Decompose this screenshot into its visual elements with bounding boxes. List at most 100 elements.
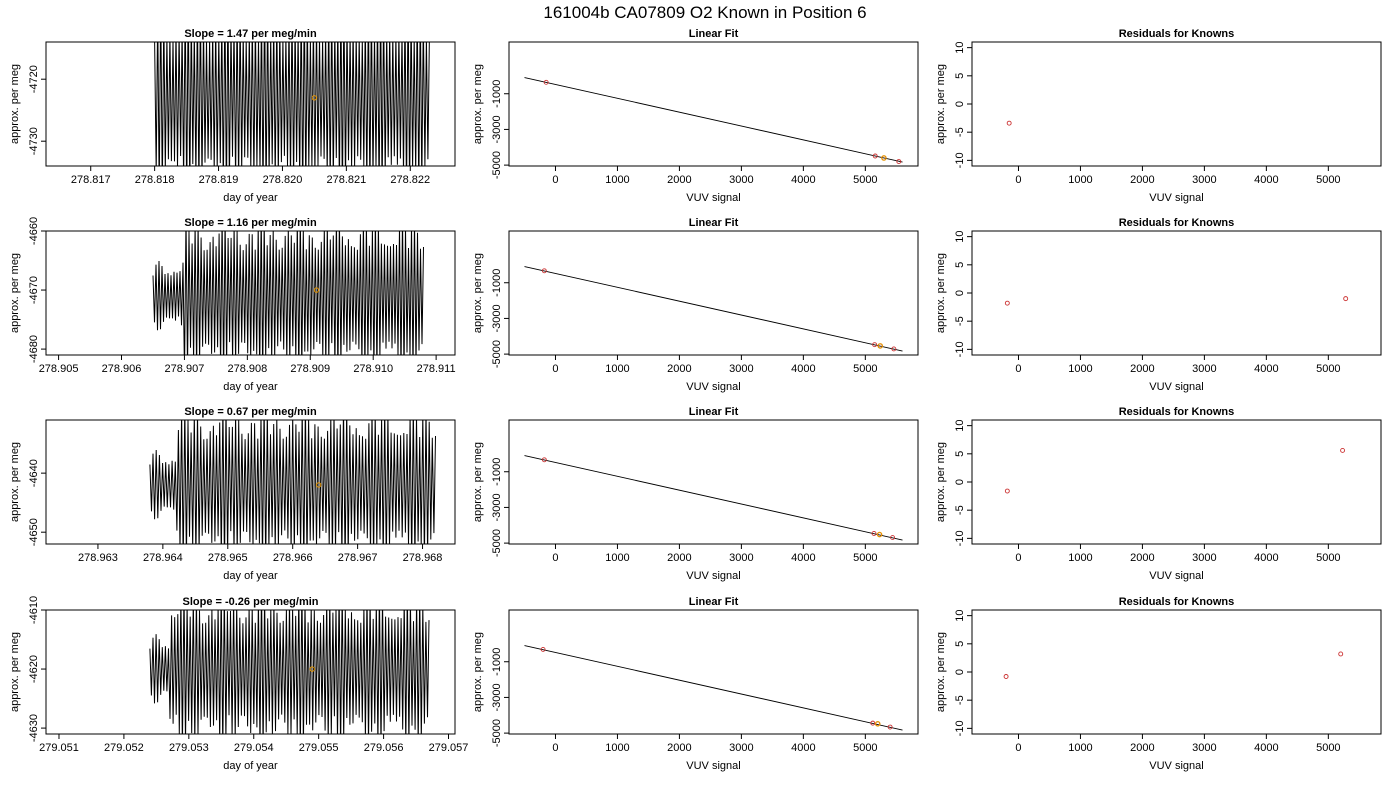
row3-linearfit-xlabel: VUV signal — [686, 570, 740, 582]
row3-timeseries-ylabel: approx. per meg — [9, 442, 21, 522]
row4-residuals-xlabel: VUV signal — [1149, 760, 1203, 772]
row2-linearfit-fit-line — [524, 266, 903, 352]
row3-linearfit-xtick-label: 5000 — [853, 552, 877, 564]
row4-timeseries-plot-area — [149, 610, 430, 734]
row1-linearfit-xtick-label: 1000 — [605, 174, 629, 186]
row2-residuals-frame — [971, 230, 1382, 356]
row4-linearfit-plot-area — [524, 645, 903, 731]
row2-linearfit-xtick-label: 1000 — [605, 363, 629, 375]
row4-linearfit-xtick-label: 2000 — [667, 742, 691, 754]
row1-timeseries-xtick-label: 278.817 — [71, 174, 111, 186]
row4-residuals-ytick-label: 10 — [954, 610, 966, 622]
row4-linearfit-xtick-label: 1000 — [605, 742, 629, 754]
row1-linearfit-ytick-label: -1000 — [491, 80, 503, 108]
row2-linearfit-frame — [508, 230, 919, 356]
row2-linearfit-ylabel: approx. per meg — [472, 253, 484, 333]
row1-residuals-ytick-label: -10 — [954, 152, 966, 168]
row3-linearfit-known-point — [890, 535, 896, 541]
row1-timeseries-panel: Slope = 1.47 per meg/min 278.817 278.818 27… — [9, 28, 456, 204]
row4-residuals-xtick-label: 5000 — [1316, 742, 1340, 754]
row4-timeseries-title: Slope = -0.26 per meg/min — [182, 596, 318, 608]
row2-timeseries-xtick-label: 278.910 — [353, 363, 393, 375]
row4-residuals-xtick-label: 0 — [1015, 742, 1021, 754]
row3-linearfit-ytick-label: -5000 — [491, 529, 503, 557]
row3-linearfit-title: Linear Fit — [689, 406, 739, 418]
row3-timeseries-title: Slope = 0.67 per meg/min — [184, 406, 317, 418]
row4-linearfit-fit-line — [524, 645, 903, 731]
row2-residuals-ytick-label: -5 — [954, 316, 966, 326]
row2-residuals-title: Residuals for Knowns — [1119, 217, 1235, 229]
row3-timeseries-ytick-label: -4640 — [28, 459, 40, 487]
row1-timeseries-xtick-label: 278.820 — [263, 174, 303, 186]
row3-residuals-residual-point — [1004, 488, 1010, 494]
row3-residuals-xtick-label: 4000 — [1254, 552, 1278, 564]
row3-linearfit-xtick-label: 4000 — [791, 552, 815, 564]
row1-linearfit-known-point — [872, 153, 878, 159]
row3-linearfit-ytick-label: -1000 — [491, 458, 503, 486]
row3-residuals-title: Residuals for Knowns — [1119, 406, 1235, 418]
row4-linearfit-panel: Linear Fit 0 1000 2000 3000 4000 5000 -5000 -300… — [472, 596, 919, 772]
row1-linearfit-xtick-label: 4000 — [791, 174, 815, 186]
row3-linearfit-xtick-label: 3000 — [729, 552, 753, 564]
row4-linearfit-ytick-label: -3000 — [491, 683, 503, 711]
row3-timeseries-xtick-label: 278.965 — [208, 552, 248, 564]
row1-residuals-xtick-label: 4000 — [1254, 174, 1278, 186]
row2-linearfit-known-point — [872, 342, 878, 348]
row3-residuals-panel: Residuals for Knowns 0 1000 2000 3000 4000 500… — [935, 406, 1382, 582]
row2-linearfit-xtick-label: 0 — [552, 363, 558, 375]
row2-linearfit-fit-point — [877, 343, 883, 349]
row2-timeseries-frame — [45, 230, 456, 356]
row4-residuals-xtick-label: 1000 — [1068, 742, 1092, 754]
row3-residuals-ytick-label: -5 — [954, 505, 966, 515]
row3-linearfit-known-point — [541, 457, 547, 463]
row3-timeseries-xtick-label: 278.967 — [338, 552, 378, 564]
row3-timeseries-panel: Slope = 0.67 per meg/min 278.963 278.964 27… — [9, 406, 456, 582]
row1-residuals-xtick-label: 2000 — [1130, 174, 1154, 186]
row1-residuals-residual-point — [1006, 120, 1012, 126]
row3-timeseries-trace-line — [149, 420, 436, 544]
row4-linearfit-xlabel: VUV signal — [686, 760, 740, 772]
row1-residuals-title: Residuals for Knowns — [1119, 28, 1235, 40]
row3-linearfit-xtick-label: 2000 — [667, 552, 691, 564]
row1-linearfit-xtick-label: 0 — [552, 174, 558, 186]
row1-linearfit-plot-area — [524, 77, 903, 164]
row2-timeseries-xtick-label: 278.905 — [39, 363, 79, 375]
row3-residuals-xtick-label: 0 — [1015, 552, 1021, 564]
row1-timeseries-xtick-label: 278.821 — [326, 174, 366, 186]
row2-linearfit-title: Linear Fit — [689, 217, 739, 229]
row3-residuals-ylabel: approx. per meg — [935, 442, 947, 522]
row3-linearfit-known-point — [871, 531, 877, 536]
row4-residuals-title: Residuals for Knowns — [1119, 596, 1235, 608]
row2-timeseries-xtick-label: 278.908 — [227, 363, 267, 375]
row3-residuals-plot-area — [1004, 447, 1346, 494]
row4-residuals-ytick-label: -10 — [954, 720, 966, 736]
row2-residuals-xtick-label: 0 — [1015, 363, 1021, 375]
row4-timeseries-xlabel: day of year — [223, 760, 278, 772]
row3-residuals-ytick-label: 0 — [954, 479, 966, 485]
row4-timeseries-ytick-label: -4610 — [28, 596, 40, 624]
row3-linearfit-xtick-label: 1000 — [605, 552, 629, 564]
row1-residuals-panel: Residuals for Knowns 0 1000 2000 3000 4000 500… — [935, 28, 1382, 204]
row1-linearfit-ytick-label: -3000 — [491, 115, 503, 143]
row1-timeseries-marker-point — [311, 95, 318, 101]
row4-timeseries-xtick-label: 279.053 — [169, 742, 209, 754]
row2-timeseries-xlabel: day of year — [223, 381, 278, 393]
row3-residuals-residual-point — [1340, 447, 1346, 453]
row2-residuals-xtick-label: 5000 — [1316, 363, 1340, 375]
row2-timeseries-marker-point — [313, 287, 320, 293]
row2-timeseries-xtick-label: 278.909 — [290, 363, 330, 375]
row4-timeseries-xtick-label: 279.056 — [364, 742, 404, 754]
row3-residuals-xtick-label: 5000 — [1316, 552, 1340, 564]
row2-residuals-residual-point — [1004, 300, 1010, 306]
row1-linearfit-xlabel: VUV signal — [686, 192, 740, 204]
row2-residuals-ytick-label: 5 — [954, 262, 966, 268]
row3-timeseries-marker-point — [315, 482, 322, 488]
row1-timeseries-xtick-label: 278.822 — [390, 174, 430, 186]
row4-linearfit-title: Linear Fit — [689, 596, 739, 608]
row1-timeseries-xtick-label: 278.819 — [199, 174, 239, 186]
row4-residuals-xtick-label: 4000 — [1254, 742, 1278, 754]
row3-timeseries-xlabel: day of year — [223, 570, 278, 582]
row4-timeseries-trace-line — [149, 610, 430, 734]
row4-linearfit-known-point — [540, 646, 546, 652]
row2-residuals-ytick-label: -10 — [954, 341, 966, 357]
